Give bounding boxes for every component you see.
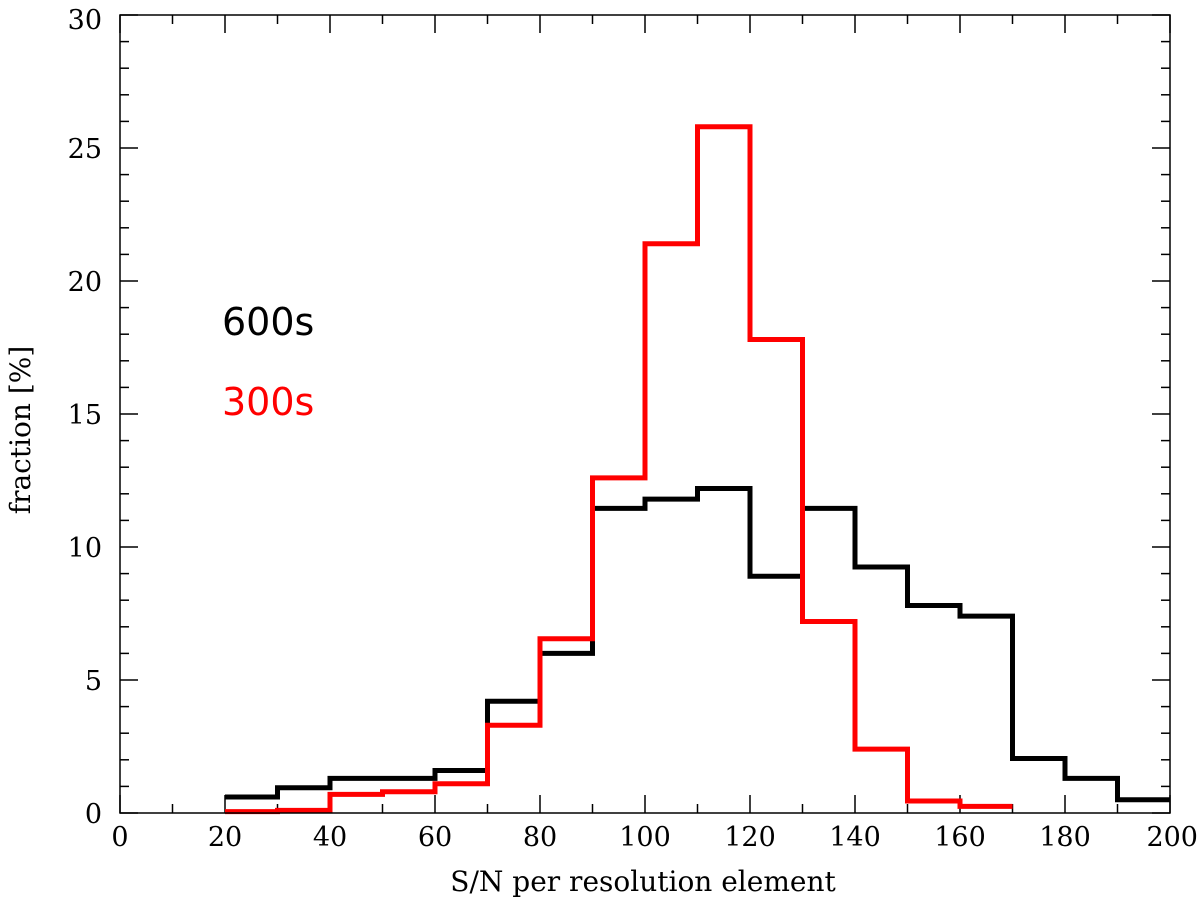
y-tick-label: 25 [68, 134, 102, 165]
x-tick-label: 0 [111, 822, 128, 853]
series-300s [225, 124, 1013, 815]
series-layer [225, 124, 1170, 815]
series-600s [225, 485, 1170, 803]
x-tick-label: 120 [724, 822, 776, 853]
x-tick-label: 180 [1039, 822, 1091, 853]
plot-frame [119, 14, 1171, 814]
step-line-300s [225, 124, 1013, 815]
legend-label-600s: 600s [222, 300, 314, 344]
step-line-600s [225, 485, 1170, 803]
x-tick-label: 160 [934, 822, 986, 853]
x-tick-label: 140 [829, 822, 881, 853]
x-tick-label: 200 [1146, 822, 1198, 853]
y-tick-labels: 0 5 10 15 20 25 30 [68, 5, 102, 830]
x-tick-label: 40 [313, 822, 347, 853]
x-tick-label: 100 [619, 822, 671, 853]
legend-label-300s: 300s [222, 380, 314, 424]
y-tick-label: 15 [68, 400, 102, 431]
x-tick-label: 60 [418, 822, 452, 853]
y-axis-title: fraction [%] [4, 346, 37, 515]
y-tick-label: 0 [85, 799, 102, 830]
y-tick-label: 10 [68, 533, 102, 564]
x-axis-title: S/N per resolution element [450, 865, 836, 898]
x-tick-label: 80 [523, 822, 557, 853]
x-tick-label: 20 [208, 822, 242, 853]
y-tick-label: 20 [68, 267, 102, 298]
x-tick-labels: 0 20 40 60 80 100 120 140 160 180 200 [111, 822, 1198, 853]
minor-ticks [120, 15, 1170, 813]
y-tick-label: 30 [68, 5, 102, 36]
y-tick-label: 5 [85, 666, 102, 697]
